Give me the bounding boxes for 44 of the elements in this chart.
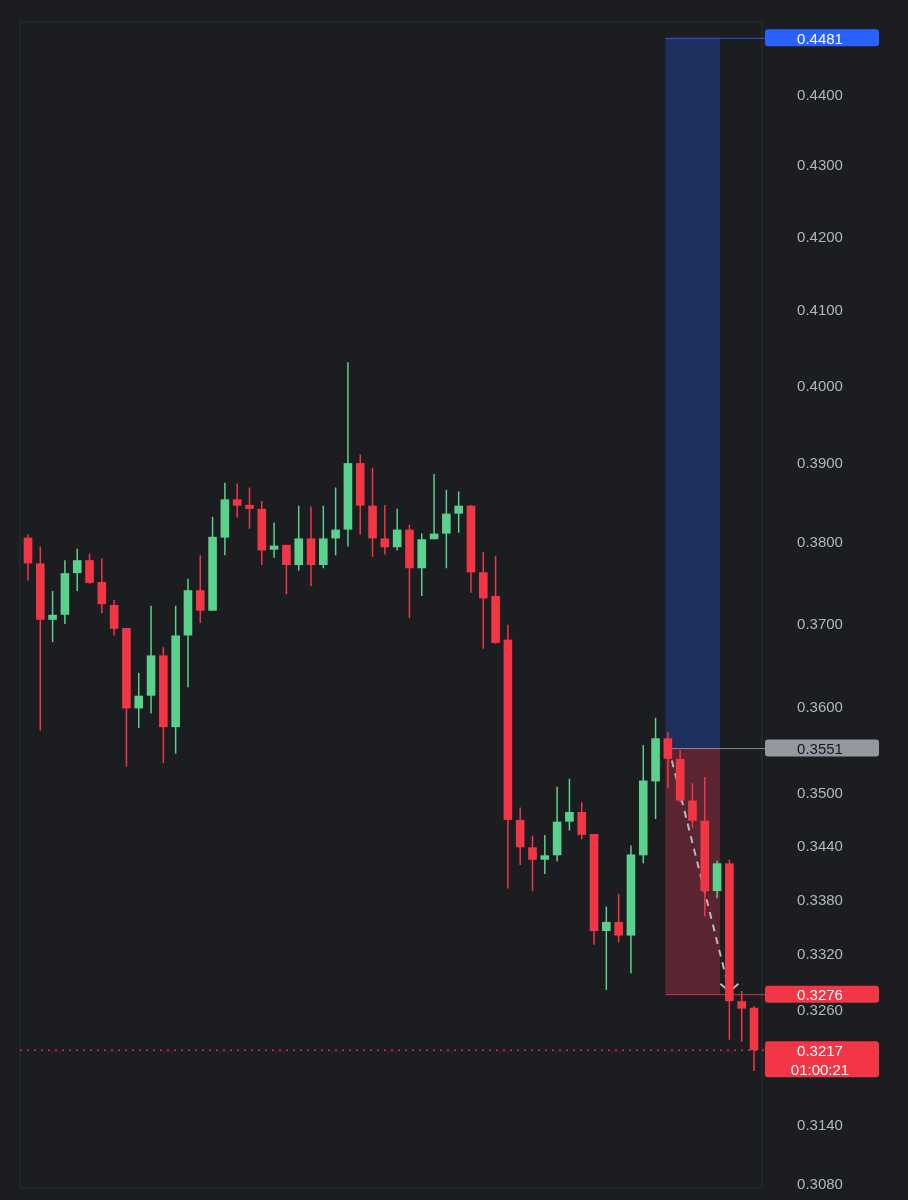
candlestick — [245, 486, 254, 530]
y-tick-label: 0.3700 — [797, 614, 843, 632]
candlestick — [48, 590, 57, 643]
text: 01:00:21 — [790, 1060, 850, 1078]
y-tick-label: 0.3380 — [797, 890, 843, 908]
y-tick-label: 0.3260 — [797, 1001, 843, 1019]
candlestick — [454, 490, 463, 534]
y-tick-label: 0.3500 — [797, 784, 843, 802]
candlestick — [269, 521, 279, 559]
y-tick-label: 0.3800 — [797, 533, 843, 551]
candlestick — [614, 893, 623, 943]
candlestick — [528, 835, 537, 892]
candlestick — [688, 782, 697, 829]
candlestick — [195, 554, 205, 624]
y-tick-label: 0.3440 — [797, 837, 843, 855]
candlestick — [134, 672, 144, 729]
candlestick — [577, 801, 587, 841]
candlestick — [232, 482, 242, 519]
candlestick — [85, 552, 94, 585]
ref-line-label: 0.3217 — [797, 1041, 843, 1059]
y-tick-label: 0.4100 — [797, 301, 843, 319]
y-tick-label: 0.3140 — [797, 1115, 843, 1133]
y-tick-label: 0.4200 — [797, 227, 843, 245]
y-tick-label: 0.3080 — [797, 1174, 843, 1192]
candlestick — [109, 599, 119, 637]
candlestick — [663, 731, 673, 790]
y-tick-label: 0.3900 — [797, 453, 843, 471]
y-tick-label: 0.4300 — [797, 155, 843, 173]
candlestick — [540, 834, 550, 875]
y-tick-label: 0.4000 — [797, 376, 843, 394]
ref-line-label: 0.3276 — [797, 986, 843, 1004]
y-tick-label: 0.3320 — [797, 945, 843, 963]
y-tick-label: 0.3600 — [797, 698, 843, 716]
ref-line-label: 0.4481 — [797, 29, 843, 47]
candlestick — [72, 548, 82, 592]
candlestick — [442, 489, 451, 570]
candlestick — [380, 504, 390, 556]
y-tick-label: 0.4400 — [797, 85, 843, 103]
candlestick — [602, 905, 611, 991]
candlestick — [282, 544, 291, 596]
candlestick — [97, 557, 107, 614]
ref-line-label: 0.3551 — [797, 740, 843, 758]
candlestick — [331, 486, 340, 557]
candlestick — [565, 778, 574, 832]
